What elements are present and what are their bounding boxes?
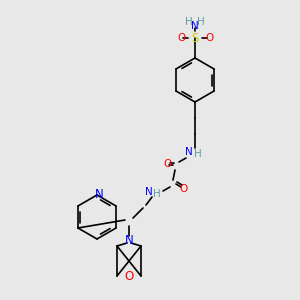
Text: O: O — [124, 271, 134, 284]
Text: N: N — [124, 233, 134, 247]
Text: H: H — [197, 17, 205, 27]
Text: N: N — [145, 187, 153, 197]
Text: O: O — [163, 159, 171, 169]
Text: O: O — [177, 33, 185, 43]
Text: N: N — [94, 188, 103, 200]
Text: H: H — [153, 189, 161, 199]
Text: S: S — [191, 32, 199, 44]
Text: N: N — [191, 21, 199, 31]
Text: H: H — [194, 149, 202, 159]
Text: O: O — [179, 184, 187, 194]
Text: H: H — [185, 17, 193, 27]
Text: N: N — [185, 147, 193, 157]
Text: O: O — [205, 33, 213, 43]
